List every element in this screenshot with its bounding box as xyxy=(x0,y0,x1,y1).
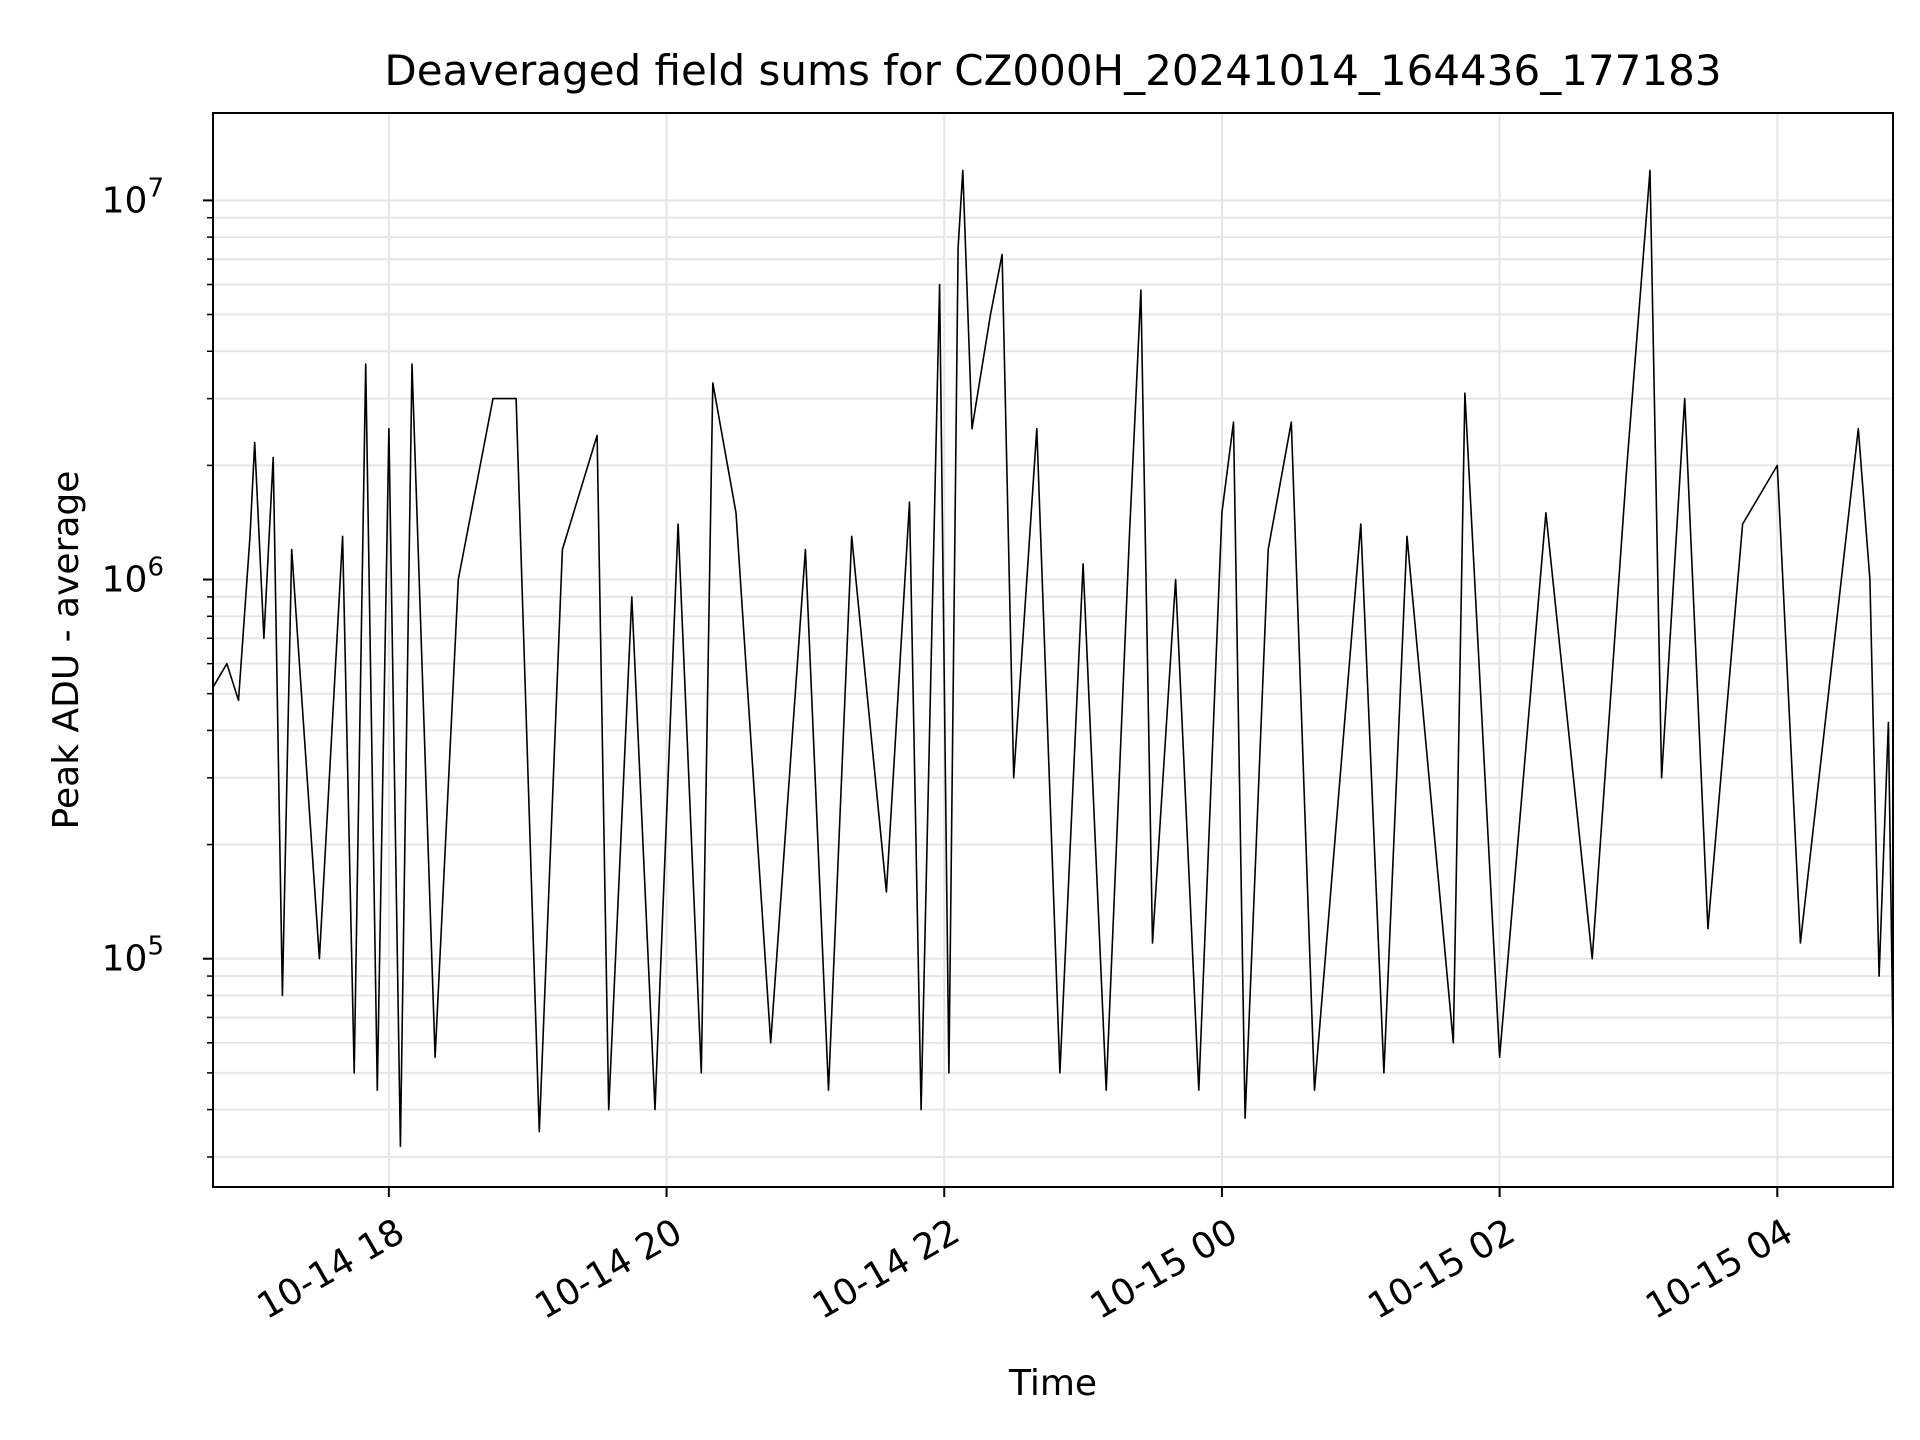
y-tick-label: 105 xyxy=(102,932,164,980)
y-tick-label: 106 xyxy=(102,553,164,601)
y-tick-exponent: 7 xyxy=(147,173,164,203)
plot-area xyxy=(212,169,1894,1148)
chart-title: Deaveraged field sums for CZ000H_2024101… xyxy=(384,46,1721,95)
series-line xyxy=(212,169,1894,1148)
x-axis-label: Time xyxy=(1008,1363,1097,1404)
y-tick-label: 107 xyxy=(102,173,164,221)
y-axis-label: Peak ADU - average xyxy=(46,471,87,830)
y-tick-base: 10 xyxy=(102,180,148,221)
y-tick-exponent: 5 xyxy=(147,932,164,962)
y-tick-base: 10 xyxy=(102,939,148,980)
y-tick-base: 10 xyxy=(102,560,148,601)
grid xyxy=(213,113,1893,1187)
y-tick-exponent: 6 xyxy=(147,553,164,583)
axes-frame xyxy=(212,112,1894,1188)
